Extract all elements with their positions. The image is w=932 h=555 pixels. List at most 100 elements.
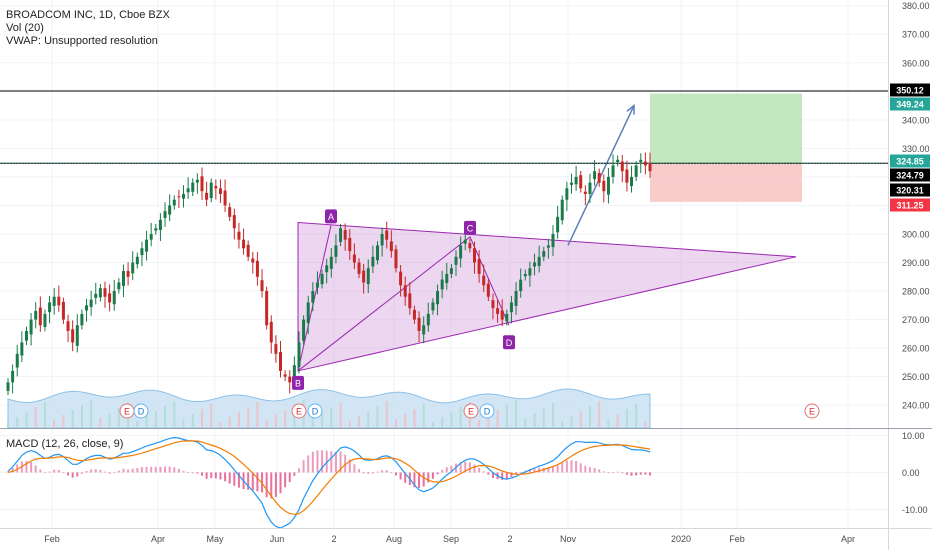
candle-body xyxy=(542,251,546,257)
price-tick-label: 240.00 xyxy=(902,401,930,411)
candle-body xyxy=(630,176,634,187)
event-label: E xyxy=(296,407,302,417)
volume-series xyxy=(7,388,651,429)
macd-histogram-bar xyxy=(30,462,33,473)
horizontal-lines[interactable] xyxy=(0,90,888,164)
macd-histogram-bar xyxy=(279,472,282,494)
candle-body xyxy=(602,180,606,192)
macd-histogram-bar xyxy=(334,451,337,473)
macd-histogram-bar xyxy=(103,471,106,473)
macd-histogram-bar xyxy=(270,472,273,499)
candle-body xyxy=(311,291,315,303)
macd-histogram-bar xyxy=(547,467,550,473)
macd-legend[interactable]: MACD (12, 26, close, 9) xyxy=(6,438,123,451)
macd-histogram-bar xyxy=(200,472,203,476)
macd-histogram-bar xyxy=(187,472,190,473)
volume-bar xyxy=(7,422,9,428)
volume-bar xyxy=(71,410,74,428)
macd-histogram-bar xyxy=(284,472,287,488)
macd-histogram-bar xyxy=(80,472,83,474)
volume-bar xyxy=(16,417,19,428)
candle-body xyxy=(339,228,343,242)
macd-histogram-bar xyxy=(612,472,615,473)
macd-histogram-bar xyxy=(177,468,180,473)
macd-histogram-bar xyxy=(131,468,134,473)
candle-body xyxy=(163,211,167,218)
volume-bar xyxy=(588,406,591,428)
candle-body xyxy=(574,176,578,185)
volume-bar xyxy=(265,420,268,428)
candle-body xyxy=(533,262,537,267)
macd-histogram-bar xyxy=(445,467,448,473)
dividend-marker xyxy=(479,403,495,419)
macd-histogram-bar xyxy=(464,461,467,473)
macd-histogram-bar xyxy=(233,472,236,486)
indicator-volume[interactable]: Vol (20) xyxy=(6,22,44,34)
volume-bar xyxy=(237,412,240,428)
indicator-vwap[interactable]: VWAP: Unsupported resolution xyxy=(6,35,158,47)
event-label: E xyxy=(124,407,130,417)
projection-arrowhead xyxy=(626,104,635,115)
price-label-box xyxy=(890,168,930,182)
point-label: B xyxy=(295,378,301,388)
macd-histogram-bar xyxy=(43,472,46,474)
candle-body xyxy=(449,268,453,274)
macd-histogram-bar xyxy=(422,472,425,487)
candle-body xyxy=(11,370,15,383)
volume-bar xyxy=(404,414,407,428)
candle-body xyxy=(491,300,495,309)
candle-body xyxy=(182,194,186,199)
macd-histogram-bar xyxy=(538,467,541,473)
macd-histogram-bar xyxy=(71,472,74,478)
candle-body xyxy=(200,176,204,192)
macd-histogram-bar xyxy=(127,469,130,473)
candle-body xyxy=(158,219,162,230)
price-label-box xyxy=(890,198,930,212)
candle-body xyxy=(80,313,84,326)
macd-histogram-bar xyxy=(297,468,300,473)
macd-histogram-bar xyxy=(639,472,642,475)
candle-body xyxy=(15,353,19,368)
candle-body xyxy=(117,282,121,290)
point-badge xyxy=(464,220,476,235)
macd-histogram-bar xyxy=(339,451,342,473)
candle-body xyxy=(232,215,236,229)
candle-body xyxy=(436,291,440,305)
macd-histogram-bar xyxy=(293,472,296,476)
volume-bar xyxy=(247,407,250,428)
candle-body xyxy=(616,159,620,163)
candle-body xyxy=(131,262,135,274)
earnings-marker xyxy=(804,403,820,419)
candle-body xyxy=(431,302,435,311)
candle-body xyxy=(66,321,70,331)
volume-bar xyxy=(598,401,601,428)
candle-body xyxy=(412,309,416,320)
volume-bar xyxy=(339,403,342,428)
candle-body xyxy=(103,288,107,297)
macd-histogram-bar xyxy=(381,470,384,473)
pattern-points[interactable]: A B C D xyxy=(292,209,515,390)
price-tick-label: 360.00 xyxy=(902,58,930,68)
candle-body xyxy=(205,192,209,200)
time-tick-label: May xyxy=(206,534,224,544)
earnings-marker xyxy=(291,403,307,419)
macd-histogram-bar xyxy=(108,472,111,474)
candle-body xyxy=(352,254,356,263)
candle-body xyxy=(643,161,647,166)
candle-body xyxy=(265,291,269,326)
time-tick-label: Sep xyxy=(443,534,459,544)
volume-bar xyxy=(358,416,361,428)
long-position-tool[interactable] xyxy=(650,93,802,202)
candle-body xyxy=(482,275,486,286)
price-tick-label: 260.00 xyxy=(902,344,930,354)
time-tick-label: Feb xyxy=(44,534,60,544)
candle-body xyxy=(546,245,550,248)
candle-body xyxy=(459,245,463,259)
candle-body xyxy=(500,310,504,320)
macd-histogram-bar xyxy=(325,450,328,473)
candle-body xyxy=(611,165,615,177)
candle-body xyxy=(362,270,366,283)
candle-body xyxy=(154,228,158,231)
